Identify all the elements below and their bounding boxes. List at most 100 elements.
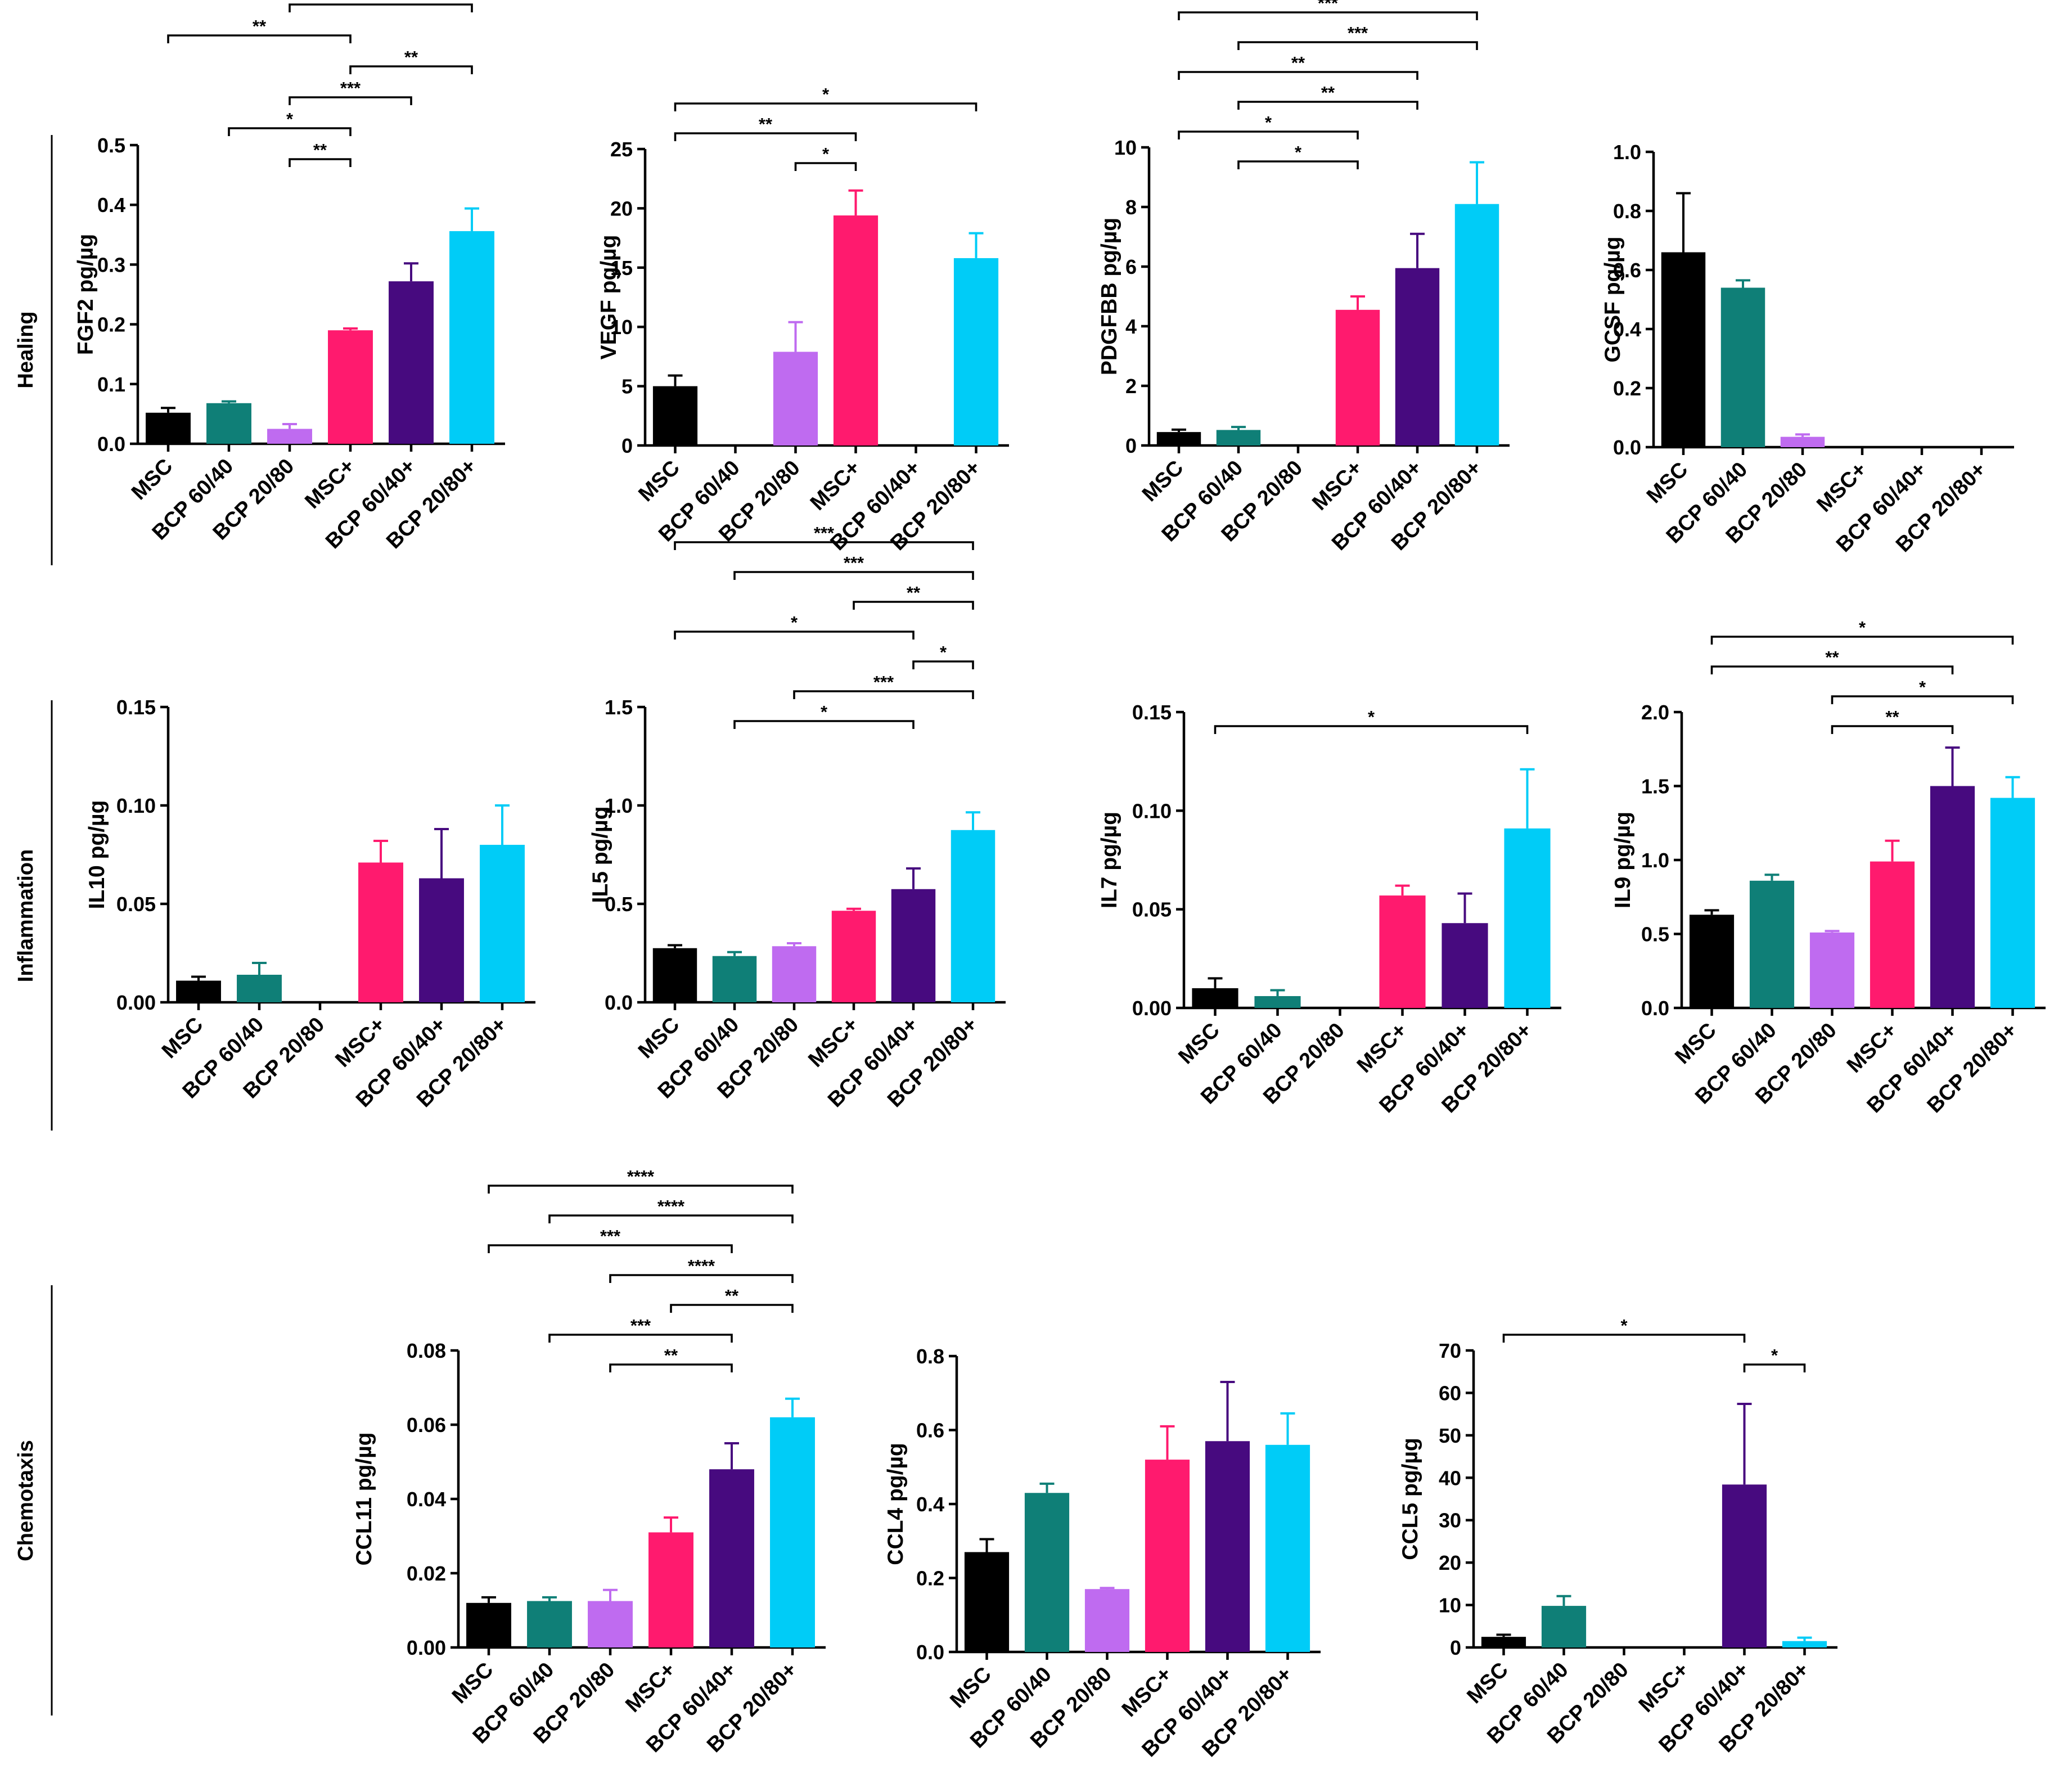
ccl11-significance-label: **** bbox=[688, 1256, 715, 1276]
il10-category-label: MSC bbox=[157, 1013, 208, 1063]
pdgfbb-significance-label: ** bbox=[1291, 53, 1305, 73]
pdgfbb-bar bbox=[1156, 432, 1201, 445]
il5-y-tick-label: 0.0 bbox=[605, 991, 633, 1014]
il9-category-label: MSC bbox=[1670, 1019, 1720, 1069]
ccl11-significance-label: ** bbox=[664, 1345, 678, 1365]
il5-significance-bracket bbox=[853, 601, 974, 610]
vegf-category-label: MSC bbox=[634, 456, 684, 506]
vegf-significance-label: * bbox=[822, 84, 830, 104]
ccl5-bar bbox=[1541, 1606, 1587, 1647]
fgf2-significance-label: *** bbox=[340, 78, 361, 98]
vegf-y-tick-label: 15 bbox=[610, 256, 633, 280]
il9-bar bbox=[1749, 880, 1795, 1008]
il7-significance-bracket bbox=[1214, 725, 1529, 734]
fgf2-significance-label: ** bbox=[404, 47, 418, 67]
ccl5-y-tick-label: 0 bbox=[1450, 1636, 1461, 1659]
pdgfbb-significance-label: * bbox=[1295, 142, 1302, 162]
ccl4-category-label: MSC+ bbox=[1118, 1663, 1177, 1722]
pdgfbb-significance-label: *** bbox=[1318, 0, 1339, 13]
il7-y-tick-label: 0.00 bbox=[1132, 997, 1172, 1020]
il10-y-tick-label: 0.05 bbox=[116, 893, 156, 916]
ccl11-significance-bracket bbox=[548, 1214, 794, 1223]
vegf-bar bbox=[953, 258, 999, 445]
fgf2-y-axis-label: FGF2 pg/µg bbox=[74, 234, 98, 355]
ccl11-significance-label: ** bbox=[725, 1286, 739, 1305]
vegf-significance-bracket bbox=[794, 162, 857, 171]
fgf2-bar bbox=[328, 330, 373, 444]
gcsf-bar bbox=[1780, 436, 1825, 447]
il5-bar bbox=[951, 830, 996, 1002]
ccl5-significance-bracket bbox=[1502, 1334, 1746, 1343]
il10-bar bbox=[419, 878, 464, 1002]
ccl5-y-axis-label: CCL5 pg/µg bbox=[1398, 1438, 1422, 1560]
ccl4-bar bbox=[964, 1552, 1010, 1652]
ccl11-y-tick-label: 0.00 bbox=[407, 1636, 446, 1659]
il10-y-tick-label: 0.15 bbox=[116, 696, 156, 719]
fgf2-bar bbox=[389, 281, 434, 444]
vegf-category-label: MSC+ bbox=[806, 456, 865, 515]
fgf2-y-tick-label: 0.5 bbox=[97, 134, 125, 157]
pdgfbb-significance-bracket bbox=[1178, 130, 1359, 139]
row-label-healing: Healing bbox=[14, 311, 38, 388]
il9-significance-bracket bbox=[1710, 665, 1954, 674]
il7-significance-label: * bbox=[1368, 707, 1375, 727]
il5-bar bbox=[712, 956, 757, 1002]
ccl11-bar bbox=[709, 1469, 754, 1647]
il7-y-axis-label: IL7 pg/µg bbox=[1097, 812, 1121, 908]
ccl5-y-tick-label: 70 bbox=[1439, 1339, 1461, 1362]
il9-significance-bracket bbox=[1831, 695, 2014, 704]
ccl4-bar bbox=[1265, 1444, 1310, 1652]
ccl11-bar bbox=[770, 1417, 815, 1647]
il5-significance-bracket bbox=[912, 660, 974, 669]
pdgfbb-bar bbox=[1395, 268, 1440, 445]
vegf-bar bbox=[833, 215, 879, 445]
ccl5-bar bbox=[1722, 1484, 1767, 1647]
il10-y-axis-label: IL10 pg/µg bbox=[85, 800, 109, 909]
fgf2-y-tick-label: 0.3 bbox=[97, 253, 125, 276]
vegf-significance-label: * bbox=[822, 144, 830, 164]
il10-bar bbox=[176, 980, 221, 1002]
gcsf-category-label: MSC+ bbox=[1812, 458, 1871, 517]
ccl11-significance-label: *** bbox=[630, 1316, 651, 1335]
fgf2-significance-label: **** bbox=[367, 0, 395, 5]
pdgfbb-y-tick-label: 10 bbox=[1114, 136, 1137, 159]
fgf2-significance-bracket bbox=[289, 3, 473, 12]
il10-bar bbox=[358, 862, 403, 1002]
il5-significance-label: *** bbox=[844, 553, 864, 573]
ccl11-y-axis-label: CCL11 pg/µg bbox=[352, 1433, 376, 1566]
ccl5-y-tick-label: 50 bbox=[1439, 1424, 1461, 1447]
ccl11-significance-bracket bbox=[488, 1244, 733, 1253]
vegf-y-tick-label: 25 bbox=[610, 138, 633, 161]
ccl11-significance-label: **** bbox=[657, 1196, 685, 1216]
gcsf-bar bbox=[1661, 252, 1706, 447]
il5-significance-bracket bbox=[674, 541, 974, 550]
il5-significance-bracket bbox=[674, 631, 915, 640]
ccl11-y-tick-label: 0.04 bbox=[407, 1488, 446, 1511]
il5-category-label: MSC bbox=[634, 1013, 684, 1063]
ccl4-y-tick-label: 0.0 bbox=[916, 1641, 944, 1664]
il5-significance-label: * bbox=[791, 613, 798, 632]
ccl11-y-tick-label: 0.02 bbox=[407, 1562, 446, 1585]
gcsf-y-tick-label: 0.6 bbox=[1613, 259, 1641, 282]
pdgfbb-significance-bracket bbox=[1178, 71, 1418, 80]
ccl11-significance-bracket bbox=[609, 1363, 733, 1372]
il9-bar bbox=[1809, 932, 1855, 1008]
fgf2-y-tick-label: 0.1 bbox=[97, 373, 125, 396]
ccl5-y-tick-label: 10 bbox=[1439, 1594, 1461, 1617]
pdgfbb-y-tick-label: 4 bbox=[1125, 315, 1137, 338]
il5-significance-label: *** bbox=[873, 672, 894, 692]
pdgfbb-bar bbox=[1335, 309, 1380, 445]
fgf2-category-label: MSC+ bbox=[300, 454, 359, 514]
ccl5-y-tick-label: 40 bbox=[1439, 1466, 1461, 1489]
il9-significance-label: * bbox=[1859, 618, 1866, 637]
il9-bar bbox=[1689, 915, 1735, 1008]
gcsf-bar bbox=[1720, 287, 1765, 447]
row-label-inflammation: Inflammation bbox=[14, 849, 38, 982]
ccl5-category-label: MSC bbox=[1462, 1658, 1512, 1708]
